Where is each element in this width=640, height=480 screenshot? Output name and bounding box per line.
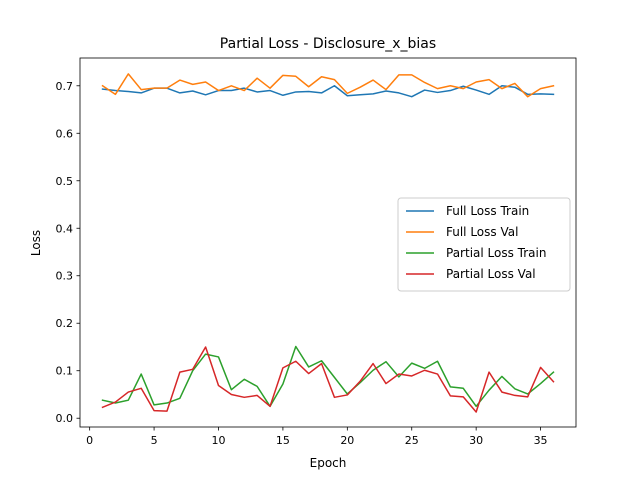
y-tick-label: 0.0: [56, 412, 74, 425]
y-tick-label: 0.5: [56, 175, 74, 188]
y-tick-label: 0.4: [56, 222, 74, 235]
x-tick-label: 0: [86, 434, 93, 447]
x-tick-label: 20: [340, 434, 354, 447]
legend-label: Partial Loss Val: [446, 267, 536, 281]
y-axis-label: Loss: [29, 230, 43, 256]
chart-title: Partial Loss - Disclosure_x_bias: [220, 36, 436, 52]
y-tick-label: 0.3: [56, 270, 74, 283]
x-axis: 0 5 10 15 20 25 30 35: [86, 427, 548, 447]
series-line-3: [101, 346, 555, 413]
legend-label: Full Loss Val: [446, 225, 518, 239]
x-tick-label: 25: [405, 434, 419, 447]
legend-label: Partial Loss Train: [446, 246, 546, 260]
series-line-0: [101, 85, 555, 98]
y-tick-label: 0.1: [56, 365, 74, 378]
legend-box: [397, 197, 571, 292]
series-line-1: [101, 73, 555, 98]
series-layer: [101, 73, 555, 413]
y-tick-label: 0.6: [56, 127, 74, 140]
x-tick-label: 35: [534, 434, 548, 447]
x-tick-label: 30: [469, 434, 483, 447]
y-axis: 0.0 0.1 0.2 0.3 0.4 0.5 0.6 0.7: [56, 80, 80, 425]
legend: Full Loss Train Full Loss Val Partial Loss…: [397, 197, 571, 292]
x-tick-label: 10: [211, 434, 225, 447]
y-tick-label: 0.7: [56, 80, 74, 93]
x-tick-label: 15: [276, 434, 290, 447]
x-tick-label: 5: [151, 434, 158, 447]
legend-label: Full Loss Train: [446, 204, 529, 218]
plot-frame: [79, 57, 577, 428]
y-tick-label: 0.2: [56, 317, 74, 330]
x-axis-label: Epoch: [310, 456, 347, 470]
